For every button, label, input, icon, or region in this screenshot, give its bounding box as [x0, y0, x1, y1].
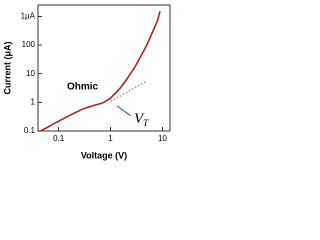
- vt-sub: T: [143, 118, 149, 128]
- annotation-pointer: [116, 105, 132, 117]
- chart: Current (μA) Voltage (V) Ohmic VT 0.1 1 10…: [2, 4, 171, 160]
- series-line: [40, 11, 161, 132]
- x-tick-label: 0.1: [53, 134, 65, 143]
- y-axis-label: Current (μA): [2, 41, 12, 94]
- vt-main: V: [134, 111, 145, 127]
- y-tick-label: 0.1: [24, 126, 36, 135]
- ohmic-annotation: Ohmic: [67, 82, 99, 93]
- y-tick-label: 10: [26, 69, 35, 78]
- x-tick-label: 1: [108, 134, 113, 143]
- y-tick-label: 1: [31, 97, 36, 106]
- series-line: [110, 80, 148, 102]
- plot-frame: [37, 4, 171, 132]
- vt-annotation: VT: [134, 111, 149, 128]
- y-tick-label: 100: [22, 40, 36, 49]
- x-tick-label: 10: [158, 134, 167, 143]
- y-tick-label: 1μA: [21, 12, 36, 21]
- x-axis-label: Voltage (V): [81, 150, 127, 160]
